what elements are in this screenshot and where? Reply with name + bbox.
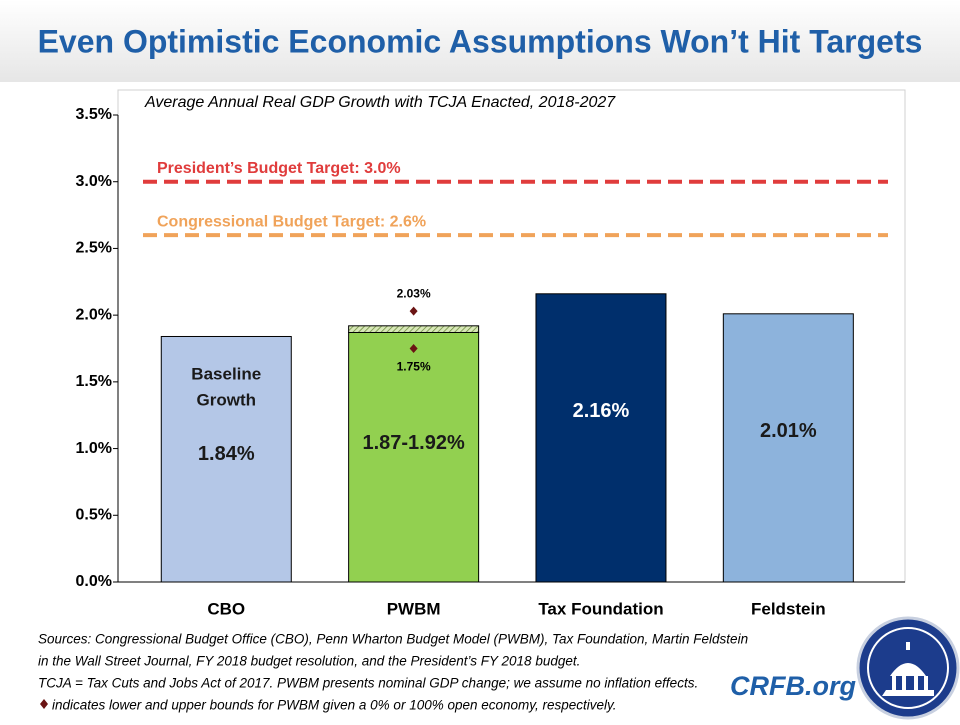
note: TCJA = Tax Cuts and Jobs Act of 2017. PW… [38,676,698,691]
y-tick-label: 0.5% [76,507,112,524]
x-tick-label: Feldstein [751,599,826,618]
bar [535,293,667,583]
value-label: 1.84% [198,443,255,465]
reference-label: Congressional Budget Target: 2.6% [157,213,426,230]
y-tick-label: 3.0% [76,173,112,190]
note-diamond [40,699,48,709]
chart-subtitle: Average Annual Real GDP Growth with TCJA… [144,94,616,111]
range-segment [348,325,480,333]
notes: Sources: Congressional Budget Office (CB… [38,632,748,713]
y-tick-label: 0.0% [76,573,112,590]
brand: CRFB.org [730,671,856,701]
note: indicates lower and upper bounds for PWB… [52,698,617,713]
annotation: Growth [197,390,257,409]
bar [722,313,854,583]
bound-label: 2.03% [397,286,431,300]
value-label: 2.16% [573,400,630,422]
bound-label: 1.75% [397,360,431,374]
bound-marker [409,306,418,316]
x-tick-label: PWBM [387,599,441,618]
annotation: Baseline [191,364,261,383]
bar [160,335,292,583]
bar [348,331,480,583]
x-tick-label: CBO [207,599,245,618]
note: in the Wall Street Journal, FY 2018 budg… [38,654,580,669]
y-tick-label: 1.0% [76,440,112,457]
logo [856,616,960,720]
bound-marker [409,344,418,353]
y-tick-label: 2.0% [76,306,112,323]
value-label: 2.01% [760,420,817,442]
slide-title: Even Optimistic Economic Assumptions Won… [38,23,923,59]
y-tick-label: 2.5% [76,240,112,257]
reference-label: President’s Budget Target: 3.0% [157,160,401,177]
y-tick-label: 1.5% [76,373,112,390]
header-band [0,0,960,82]
value-label: 1.87-1.92% [362,432,465,454]
x-tick-label: Tax Foundation [538,599,663,618]
note: Sources: Congressional Budget Office (CB… [38,632,748,647]
y-tick-label: 3.5% [76,106,112,123]
